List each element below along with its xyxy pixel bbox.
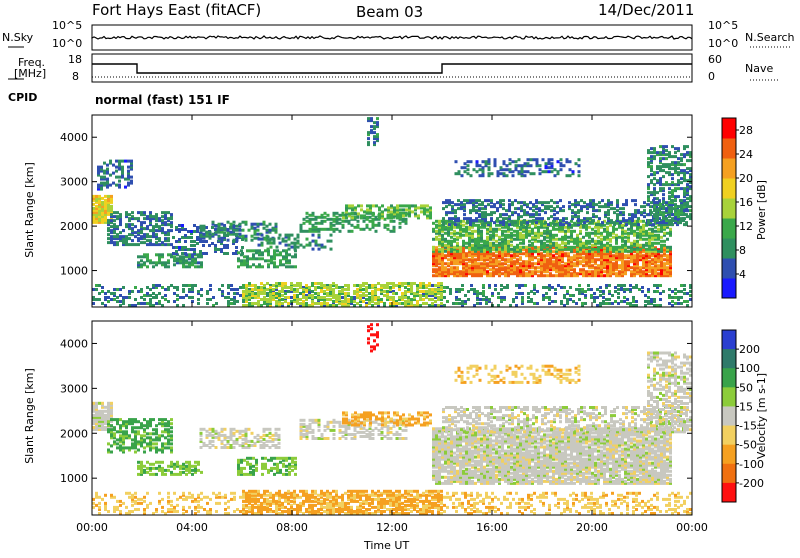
nave-tick-top: 60: [708, 54, 722, 66]
time-xtick-label-1: 04:00: [176, 521, 208, 534]
power-ytick-label-1: 2000: [60, 220, 88, 233]
velocity-region-8: [432, 427, 672, 485]
power-colorbar-segment-5: [722, 178, 736, 199]
velocity-colorbar-segment-5: [722, 426, 736, 446]
time-xtick-label-4: 16:00: [476, 521, 508, 534]
velocity-colorbar-segment-7: [722, 464, 736, 484]
time-xtick-label-6: 00:00: [676, 521, 708, 534]
velocity-colorbar-tick-label-0: 200: [739, 343, 760, 356]
nave-tick-bottom: 0: [708, 71, 715, 83]
velocity-colorbar-segment-1: [722, 349, 736, 369]
power-colorbar-label: Power [dB]: [756, 170, 768, 250]
power-colorbar-segment-0: [722, 278, 736, 299]
velocity-ytick-label-3: 4000: [60, 337, 88, 350]
power-ytick-label-2: 3000: [60, 176, 88, 189]
freq-panel-frame: [92, 54, 692, 82]
freq-tick-bottom: 8: [72, 71, 79, 83]
time-xtick-label-0: 00:00: [76, 521, 108, 534]
nave-label: Nave: [745, 63, 773, 75]
freq-unit-label: [MHz]: [14, 68, 46, 80]
velocity-colorbar-tick-label-7: -200: [739, 477, 764, 490]
power-colorbar-tick-label-3: 16: [739, 196, 753, 209]
noise-left-tick-top: 10^5: [52, 20, 82, 32]
power-colorbar-segment-3: [722, 218, 736, 239]
power-ytick-label-3: 4000: [60, 131, 88, 144]
cpid-label: CPID: [8, 92, 37, 104]
noise-sky-series: [92, 36, 692, 39]
velocity-region-6: [342, 411, 432, 426]
radar-title: Fort Hays East (fitACF): [92, 1, 261, 19]
power-colorbar-tick-label-4: 20: [739, 172, 753, 185]
noise-right-tick-top: 10^5: [708, 20, 738, 32]
velocity-colorbar-segment-4: [722, 406, 736, 426]
noise-search-label: N.Search: [745, 32, 795, 44]
power-ytick-label-0: 1000: [60, 265, 88, 278]
velocity-ytick-label-1: 2000: [60, 427, 88, 440]
velocity-colorbar-segment-2: [722, 368, 736, 388]
date-label: 14/Dec/2011: [598, 1, 694, 19]
power-colorbar-tick-label-2: 12: [739, 220, 753, 233]
power-colorbar-segment-4: [722, 198, 736, 219]
power-ylabel: Slant Range [km]: [24, 150, 36, 270]
cpid-mode: normal (fast) 151 IF: [95, 94, 230, 106]
power-colorbar-segment-8: [722, 118, 736, 139]
power-region-3: [137, 253, 203, 268]
velocity-region-0: [92, 402, 113, 431]
power-colorbar-segment-2: [722, 238, 736, 259]
time-xtick-label-3: 12:00: [376, 521, 408, 534]
power-colorbar-tick-label-6: 28: [739, 124, 753, 137]
velocity-ytick-label-2: 3000: [60, 382, 88, 395]
velocity-ylabel: Slant Range [km]: [24, 356, 36, 476]
velocity-colorbar-label: Velocity [m s-1]: [756, 366, 768, 466]
velocity-colorbar-segment-3: [722, 387, 736, 407]
time-xtick-label-5: 20:00: [576, 521, 608, 534]
freq-tick-top: 18: [68, 54, 82, 66]
freq-series: [92, 64, 692, 73]
power-colorbar-segment-7: [722, 138, 736, 159]
noise-sky-label: N.Sky: [2, 32, 33, 44]
power-colorbar-tick-label-0: 4: [739, 268, 746, 281]
power-colorbar-tick-label-1: 8: [739, 244, 746, 257]
time-xtick-label-2: 08:00: [276, 521, 308, 534]
noise-left-tick-bottom: 10^0: [52, 38, 82, 50]
velocity-colorbar-tick-label-3: 15: [739, 400, 753, 413]
time-xlabel: Time UT: [364, 540, 409, 552]
power-colorbar-segment-1: [722, 258, 736, 279]
velocity-colorbar-segment-6: [722, 445, 736, 465]
beam-label: Beam 03: [356, 3, 423, 21]
velocity-ytick-label-0: 1000: [60, 472, 88, 485]
velocity-colorbar-segment-8: [722, 483, 736, 503]
velocity-colorbar-segment-0: [722, 330, 736, 350]
velocity-colorbar-tick-label-2: 50: [739, 381, 753, 394]
power-colorbar-tick-label-5: 24: [739, 148, 753, 161]
noise-right-tick-bottom: 10^0: [708, 38, 738, 50]
power-colorbar-segment-6: [722, 158, 736, 179]
